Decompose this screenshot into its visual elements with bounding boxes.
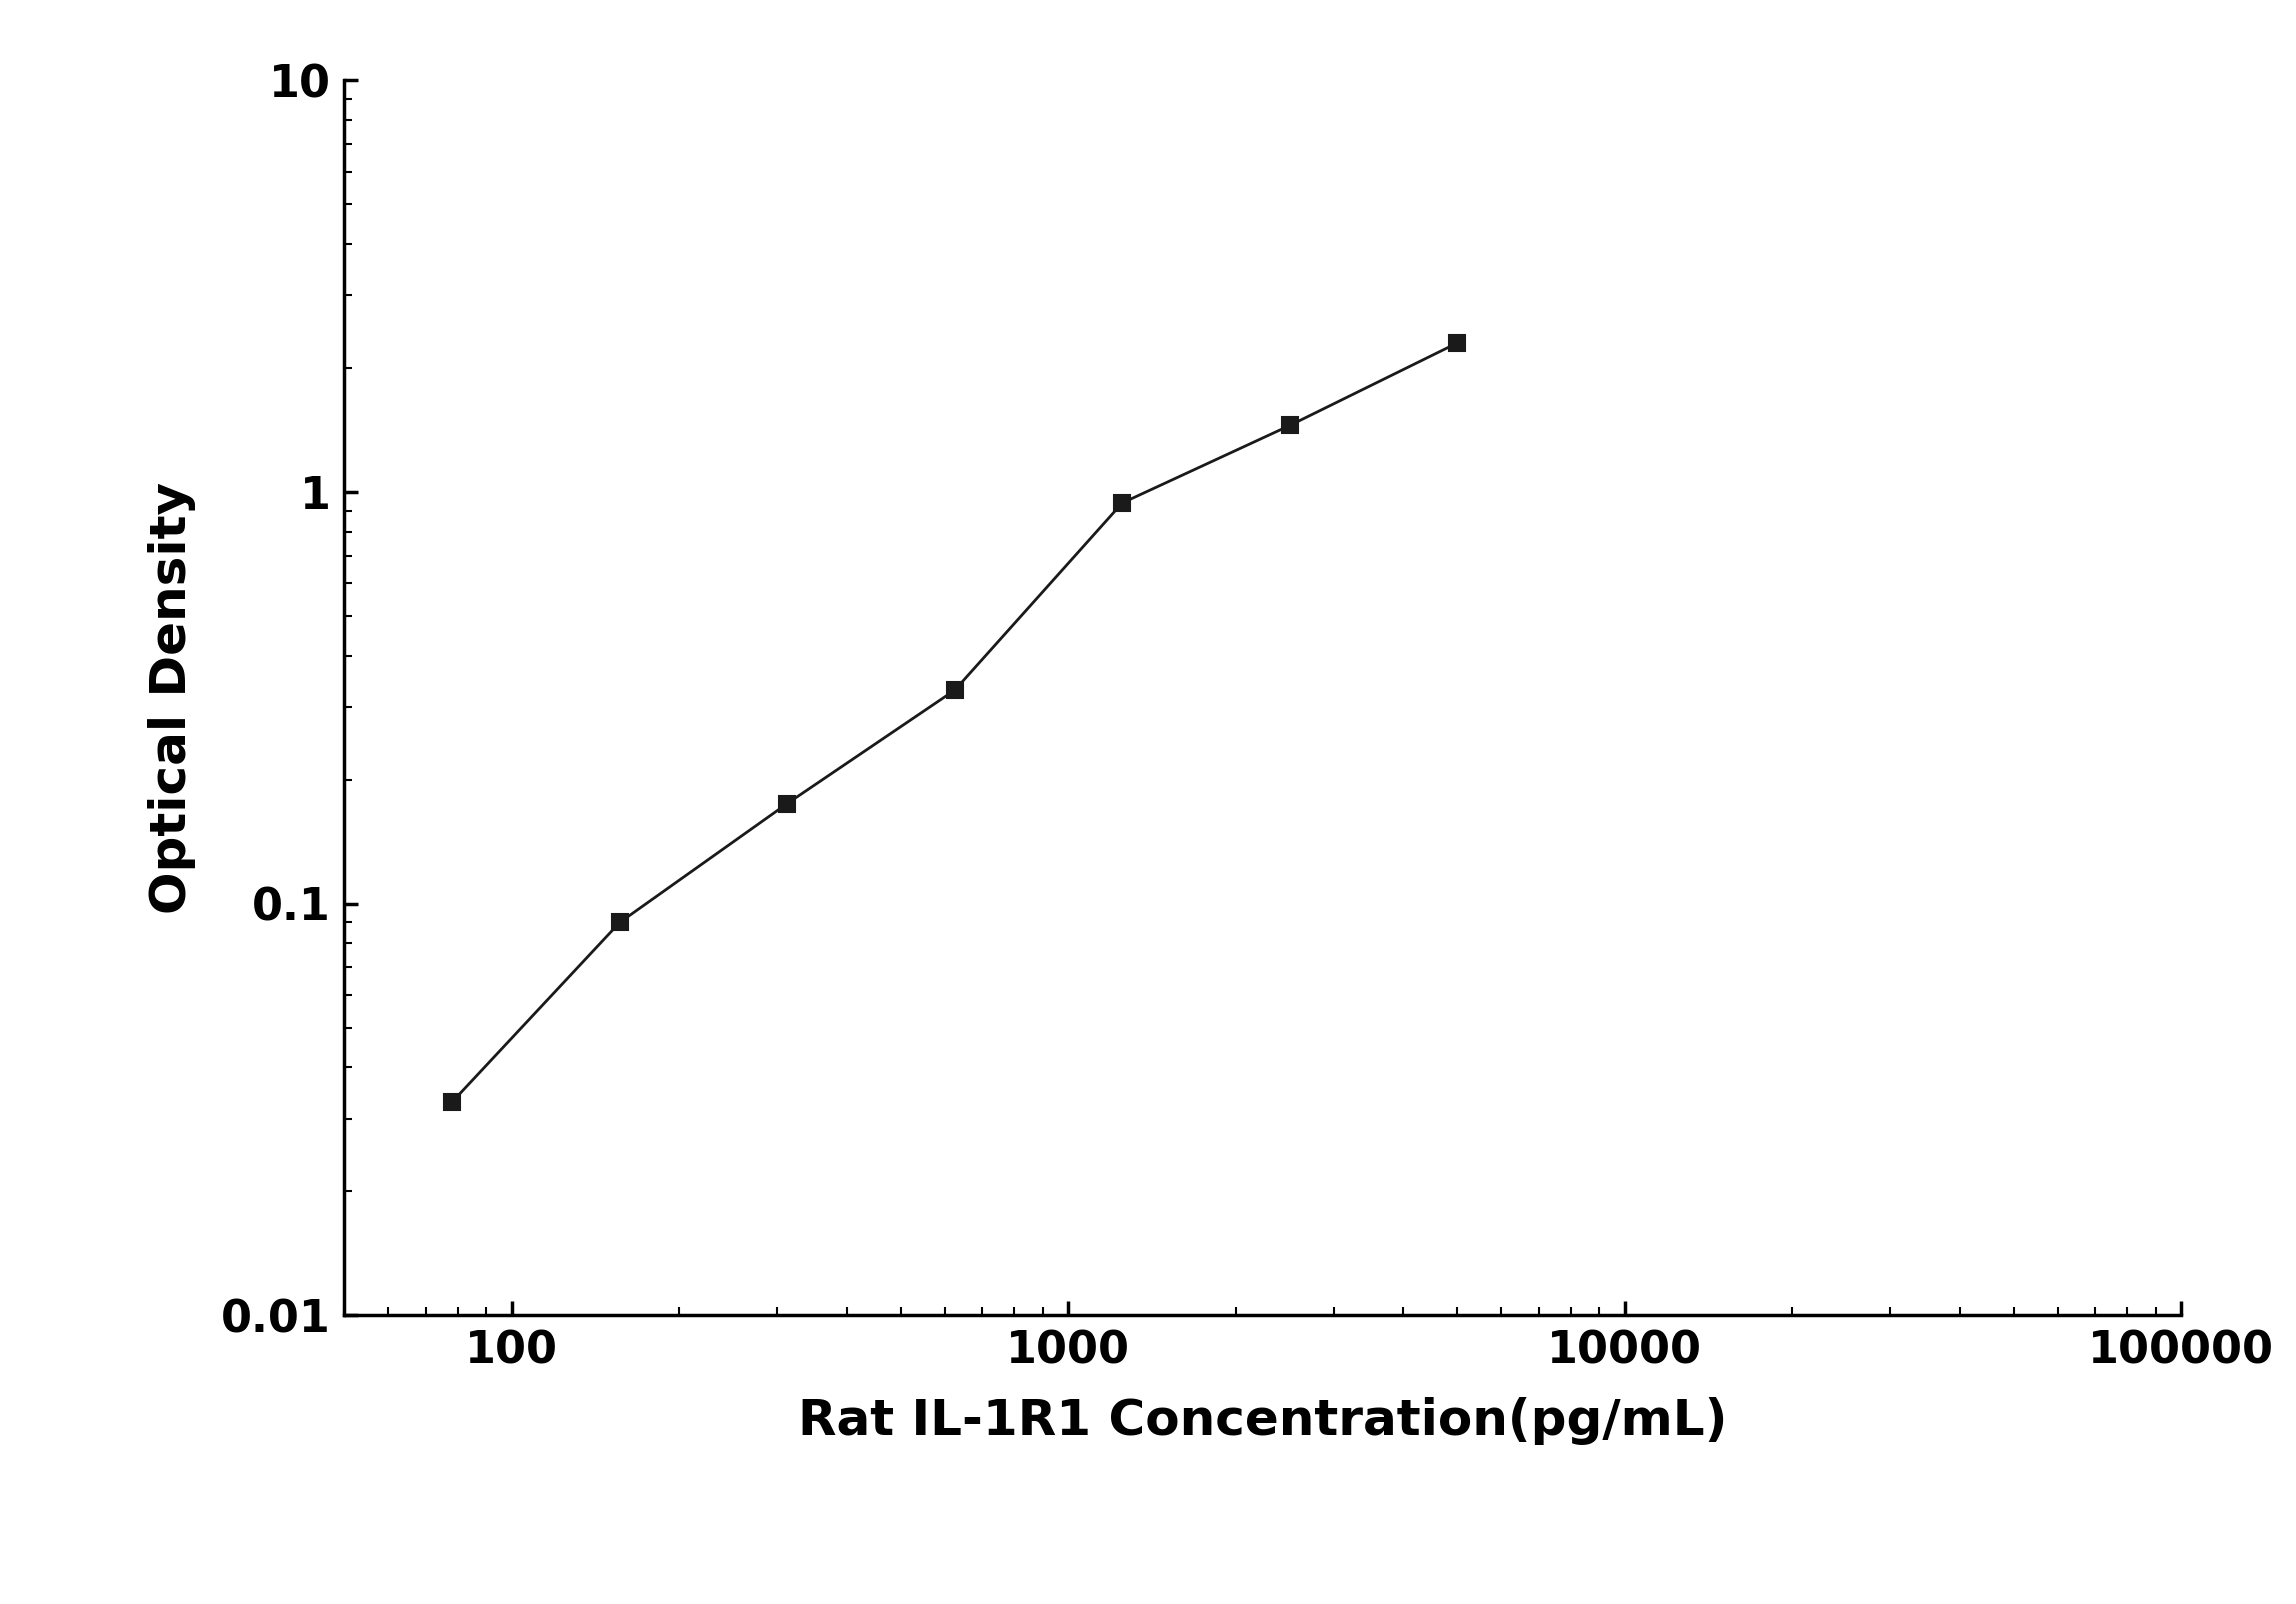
X-axis label: Rat IL-1R1 Concentration(pg/mL): Rat IL-1R1 Concentration(pg/mL) [799,1397,1727,1445]
Y-axis label: Optical Density: Optical Density [147,481,195,914]
